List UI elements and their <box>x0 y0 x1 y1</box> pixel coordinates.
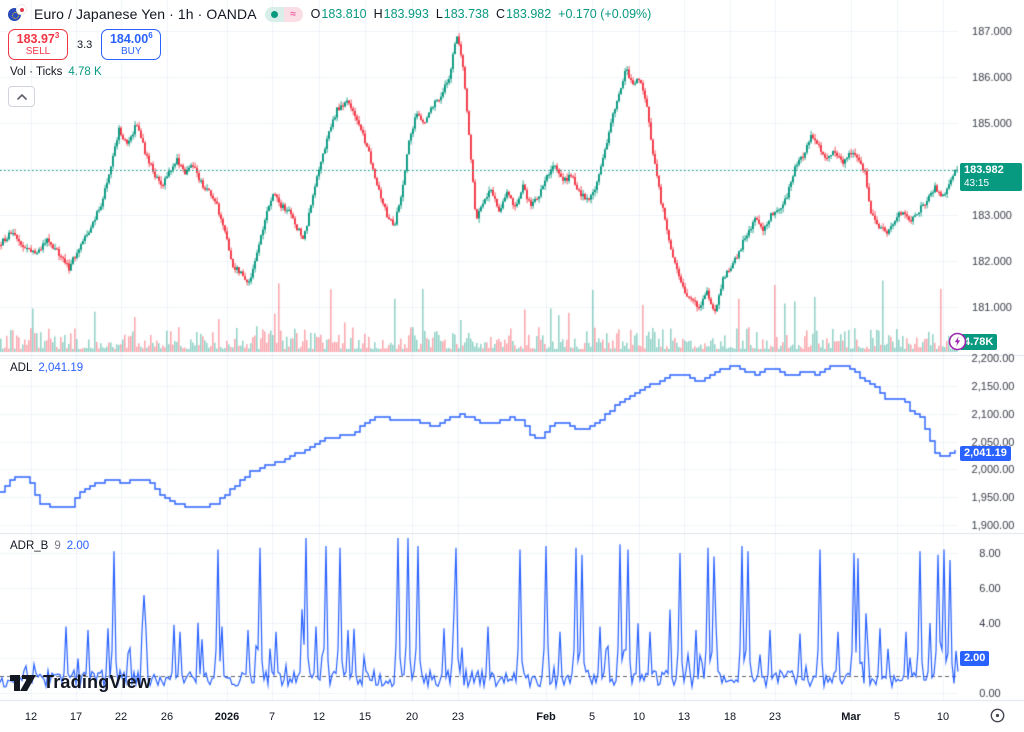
market-open-dot-icon <box>264 6 284 22</box>
change-value: +0.170 (+0.09%) <box>558 7 652 21</box>
close-value: 183.982 <box>505 7 552 21</box>
adrb-indicator-param: 9 <box>54 540 61 552</box>
flash-volume-icon[interactable] <box>948 332 967 356</box>
adl-legend[interactable]: ADL 2,041.19 <box>10 362 83 374</box>
open-value: 183.810 <box>321 7 367 21</box>
time-axis[interactable]: 12 17 22 26 2026 7 12 15 20 23 Feb 5 10 13 18 23 Mar 5 10 <box>0 700 1024 732</box>
buy-price-sup: 6 <box>148 30 153 40</box>
high-label: H <box>373 7 383 21</box>
chevron-up-icon <box>16 93 27 100</box>
scale-reset-button[interactable] <box>986 704 1008 726</box>
time-axis-label: 23 <box>768 711 782 723</box>
spread-value: 3.3 <box>77 38 93 51</box>
bar-countdown: 43:15 <box>964 177 990 189</box>
volume-indicator-value: 4.78 K <box>68 66 102 78</box>
adrb-legend[interactable]: ADR_B 9 2.00 <box>10 540 89 552</box>
high-value: 183.993 <box>383 7 429 21</box>
sell-price-sup: 3 <box>54 30 60 40</box>
buy-button[interactable]: 184.006 BUY <box>101 29 162 60</box>
sell-price: 183.97 <box>16 31 55 46</box>
current-price-value: 183.982 <box>964 164 1004 176</box>
low-label: L <box>435 7 443 21</box>
symbol-flag-icon[interactable] <box>8 5 26 23</box>
time-axis-label: 10 <box>936 711 950 723</box>
time-axis-label: 7 <box>268 711 276 723</box>
time-axis-label: 5 <box>588 711 596 723</box>
sell-label: SELL <box>25 46 51 58</box>
adrb-value-tag: 2.00 <box>960 651 990 666</box>
approx-icon: ≈ <box>283 6 303 22</box>
tradingview-logo-text: TradingView <box>43 672 151 692</box>
volume-tag: 4.78K <box>960 334 998 350</box>
time-axis-label: Mar <box>841 711 861 723</box>
low-value: 183.738 <box>443 7 489 21</box>
price-axis[interactable]: 183.982 43:15 4.78K 2,041.19 2.00 <box>958 0 1024 700</box>
open-label: O <box>310 7 321 21</box>
current-price-tag: 183.982 43:15 <box>960 163 1022 192</box>
time-axis-label: 20 <box>405 711 419 723</box>
time-axis-label: 23 <box>451 711 465 723</box>
sell-button[interactable]: 183.973 SELL <box>8 29 68 60</box>
time-axis-label: Feb <box>536 711 556 723</box>
tradingview-logo[interactable]: TradingView <box>10 672 151 693</box>
adrb-indicator-name: ADR_B <box>10 540 49 552</box>
adl-indicator-name: ADL <box>10 362 33 374</box>
adrb-indicator-value: 2.00 <box>66 540 90 552</box>
market-status-pill[interactable]: ≈ <box>264 6 303 22</box>
time-axis-label: 12 <box>24 711 38 723</box>
time-axis-label: 10 <box>632 711 646 723</box>
trade-panel: 183.973 SELL 3.3 184.006 BUY <box>8 29 162 60</box>
time-axis-label: 2026 <box>214 711 240 723</box>
time-axis-label: 26 <box>160 711 174 723</box>
time-axis-label: 13 <box>677 711 691 723</box>
time-axis-label: 22 <box>114 711 128 723</box>
collapse-panel-button[interactable] <box>8 86 35 107</box>
buy-price: 184.00 <box>109 31 149 46</box>
volume-indicator-name: Vol · Ticks <box>10 66 63 78</box>
chart-header: Euro / Japanese Yen · 1h · OANDA ≈ O183.… <box>0 0 958 28</box>
time-axis-label: 15 <box>358 711 372 723</box>
adl-indicator-value: 2,041.19 <box>38 362 84 374</box>
buy-label: BUY <box>121 46 142 58</box>
tradingview-mark-icon <box>10 674 36 691</box>
close-label: C <box>495 7 505 21</box>
time-axis-label: 18 <box>723 711 737 723</box>
time-axis-label: 5 <box>893 711 901 723</box>
ohlc-readout: O183.810 H183.993 L183.738 C183.982 +0.1… <box>311 7 652 21</box>
volume-legend[interactable]: Vol · Ticks 4.78 K <box>10 66 102 78</box>
time-axis-label: 17 <box>69 711 83 723</box>
time-axis-label: 12 <box>312 711 326 723</box>
adl-value-tag: 2,041.19 <box>960 446 1011 461</box>
symbol-title[interactable]: Euro / Japanese Yen · 1h · OANDA <box>34 6 257 22</box>
target-icon <box>990 708 1004 722</box>
